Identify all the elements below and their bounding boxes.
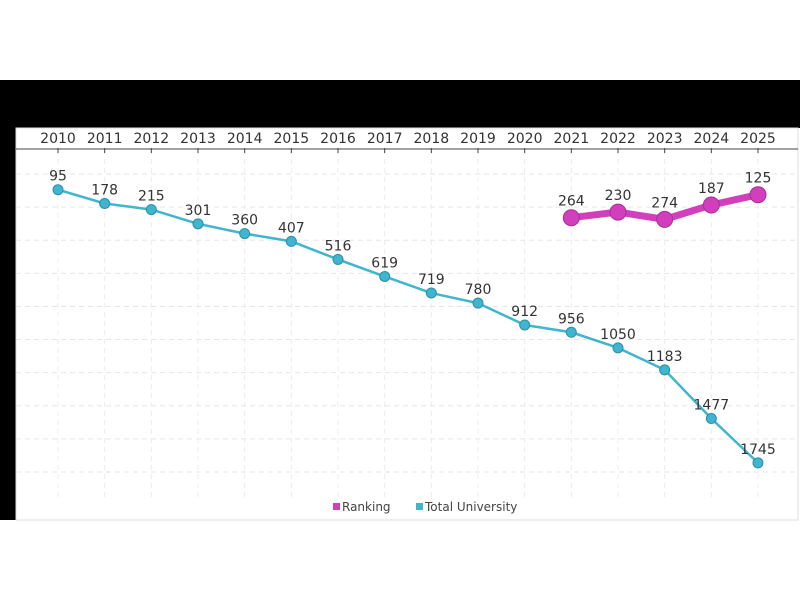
data-point[interactable] bbox=[752, 457, 764, 469]
x-tick-label: 2022 bbox=[600, 131, 636, 147]
x-tick-label: 2024 bbox=[694, 131, 730, 147]
series-line-total-university bbox=[57, 188, 759, 464]
data-label: 1477 bbox=[694, 398, 730, 414]
data-label: 215 bbox=[138, 189, 165, 205]
data-label: 187 bbox=[698, 181, 725, 197]
data-label: 719 bbox=[418, 272, 445, 288]
x-tick-label: 2023 bbox=[647, 131, 683, 147]
data-point[interactable] bbox=[192, 218, 204, 230]
data-label: 1183 bbox=[647, 349, 683, 365]
data-point[interactable] bbox=[145, 204, 157, 216]
x-tick-label: 2021 bbox=[554, 131, 590, 147]
data-label: 407 bbox=[278, 220, 305, 236]
data-point[interactable] bbox=[332, 253, 344, 265]
plot-area bbox=[15, 127, 799, 521]
data-point[interactable] bbox=[612, 342, 624, 354]
data-label: 1050 bbox=[600, 327, 636, 343]
data-point[interactable] bbox=[285, 235, 297, 247]
x-tick-label: 2015 bbox=[274, 131, 310, 147]
x-tick-label: 2020 bbox=[507, 131, 543, 147]
legend-swatch bbox=[416, 503, 423, 510]
data-point[interactable] bbox=[99, 197, 111, 209]
data-label: 956 bbox=[558, 311, 585, 327]
x-tick-label: 2018 bbox=[414, 131, 450, 147]
data-point[interactable] bbox=[562, 209, 580, 227]
data-point[interactable] bbox=[565, 326, 577, 338]
x-tick-label: 2025 bbox=[740, 131, 776, 147]
data-point[interactable] bbox=[702, 196, 720, 214]
black-band-left bbox=[0, 80, 16, 520]
data-point[interactable] bbox=[519, 319, 531, 331]
x-tick-label: 2019 bbox=[460, 131, 496, 147]
data-label: 230 bbox=[605, 188, 632, 204]
x-tick-label: 2013 bbox=[180, 131, 216, 147]
data-point[interactable] bbox=[239, 228, 251, 240]
data-label: 619 bbox=[371, 255, 398, 271]
data-label: 264 bbox=[558, 194, 585, 210]
data-label: 178 bbox=[91, 182, 118, 198]
data-point[interactable] bbox=[656, 210, 674, 228]
x-tick-label: 2011 bbox=[87, 131, 123, 147]
x-tick-label: 2012 bbox=[134, 131, 170, 147]
legend-swatch bbox=[333, 503, 340, 510]
x-tick-label: 2017 bbox=[367, 131, 403, 147]
data-label: 95 bbox=[49, 169, 67, 185]
x-tick-label: 2010 bbox=[40, 131, 76, 147]
data-label: 912 bbox=[511, 304, 538, 320]
data-point[interactable] bbox=[425, 287, 437, 299]
data-point[interactable] bbox=[705, 413, 717, 425]
data-label: 516 bbox=[325, 238, 352, 254]
data-label: 780 bbox=[465, 282, 492, 298]
legend-label[interactable]: Total University bbox=[424, 500, 517, 514]
data-point[interactable] bbox=[749, 186, 767, 204]
data-point[interactable] bbox=[52, 184, 64, 196]
data-label: 360 bbox=[231, 213, 258, 229]
x-tick-label: 2016 bbox=[320, 131, 356, 147]
data-point[interactable] bbox=[379, 270, 391, 282]
legend-label[interactable]: Ranking bbox=[342, 500, 391, 514]
data-label: 274 bbox=[651, 195, 678, 211]
data-label: 125 bbox=[745, 171, 772, 187]
data-point[interactable] bbox=[609, 203, 627, 221]
data-label: 1745 bbox=[740, 442, 776, 458]
data-point[interactable] bbox=[472, 297, 484, 309]
black-band-top bbox=[0, 80, 800, 128]
data-point[interactable] bbox=[659, 364, 671, 376]
x-tick-label: 2014 bbox=[227, 131, 263, 147]
data-label: 301 bbox=[185, 203, 212, 219]
